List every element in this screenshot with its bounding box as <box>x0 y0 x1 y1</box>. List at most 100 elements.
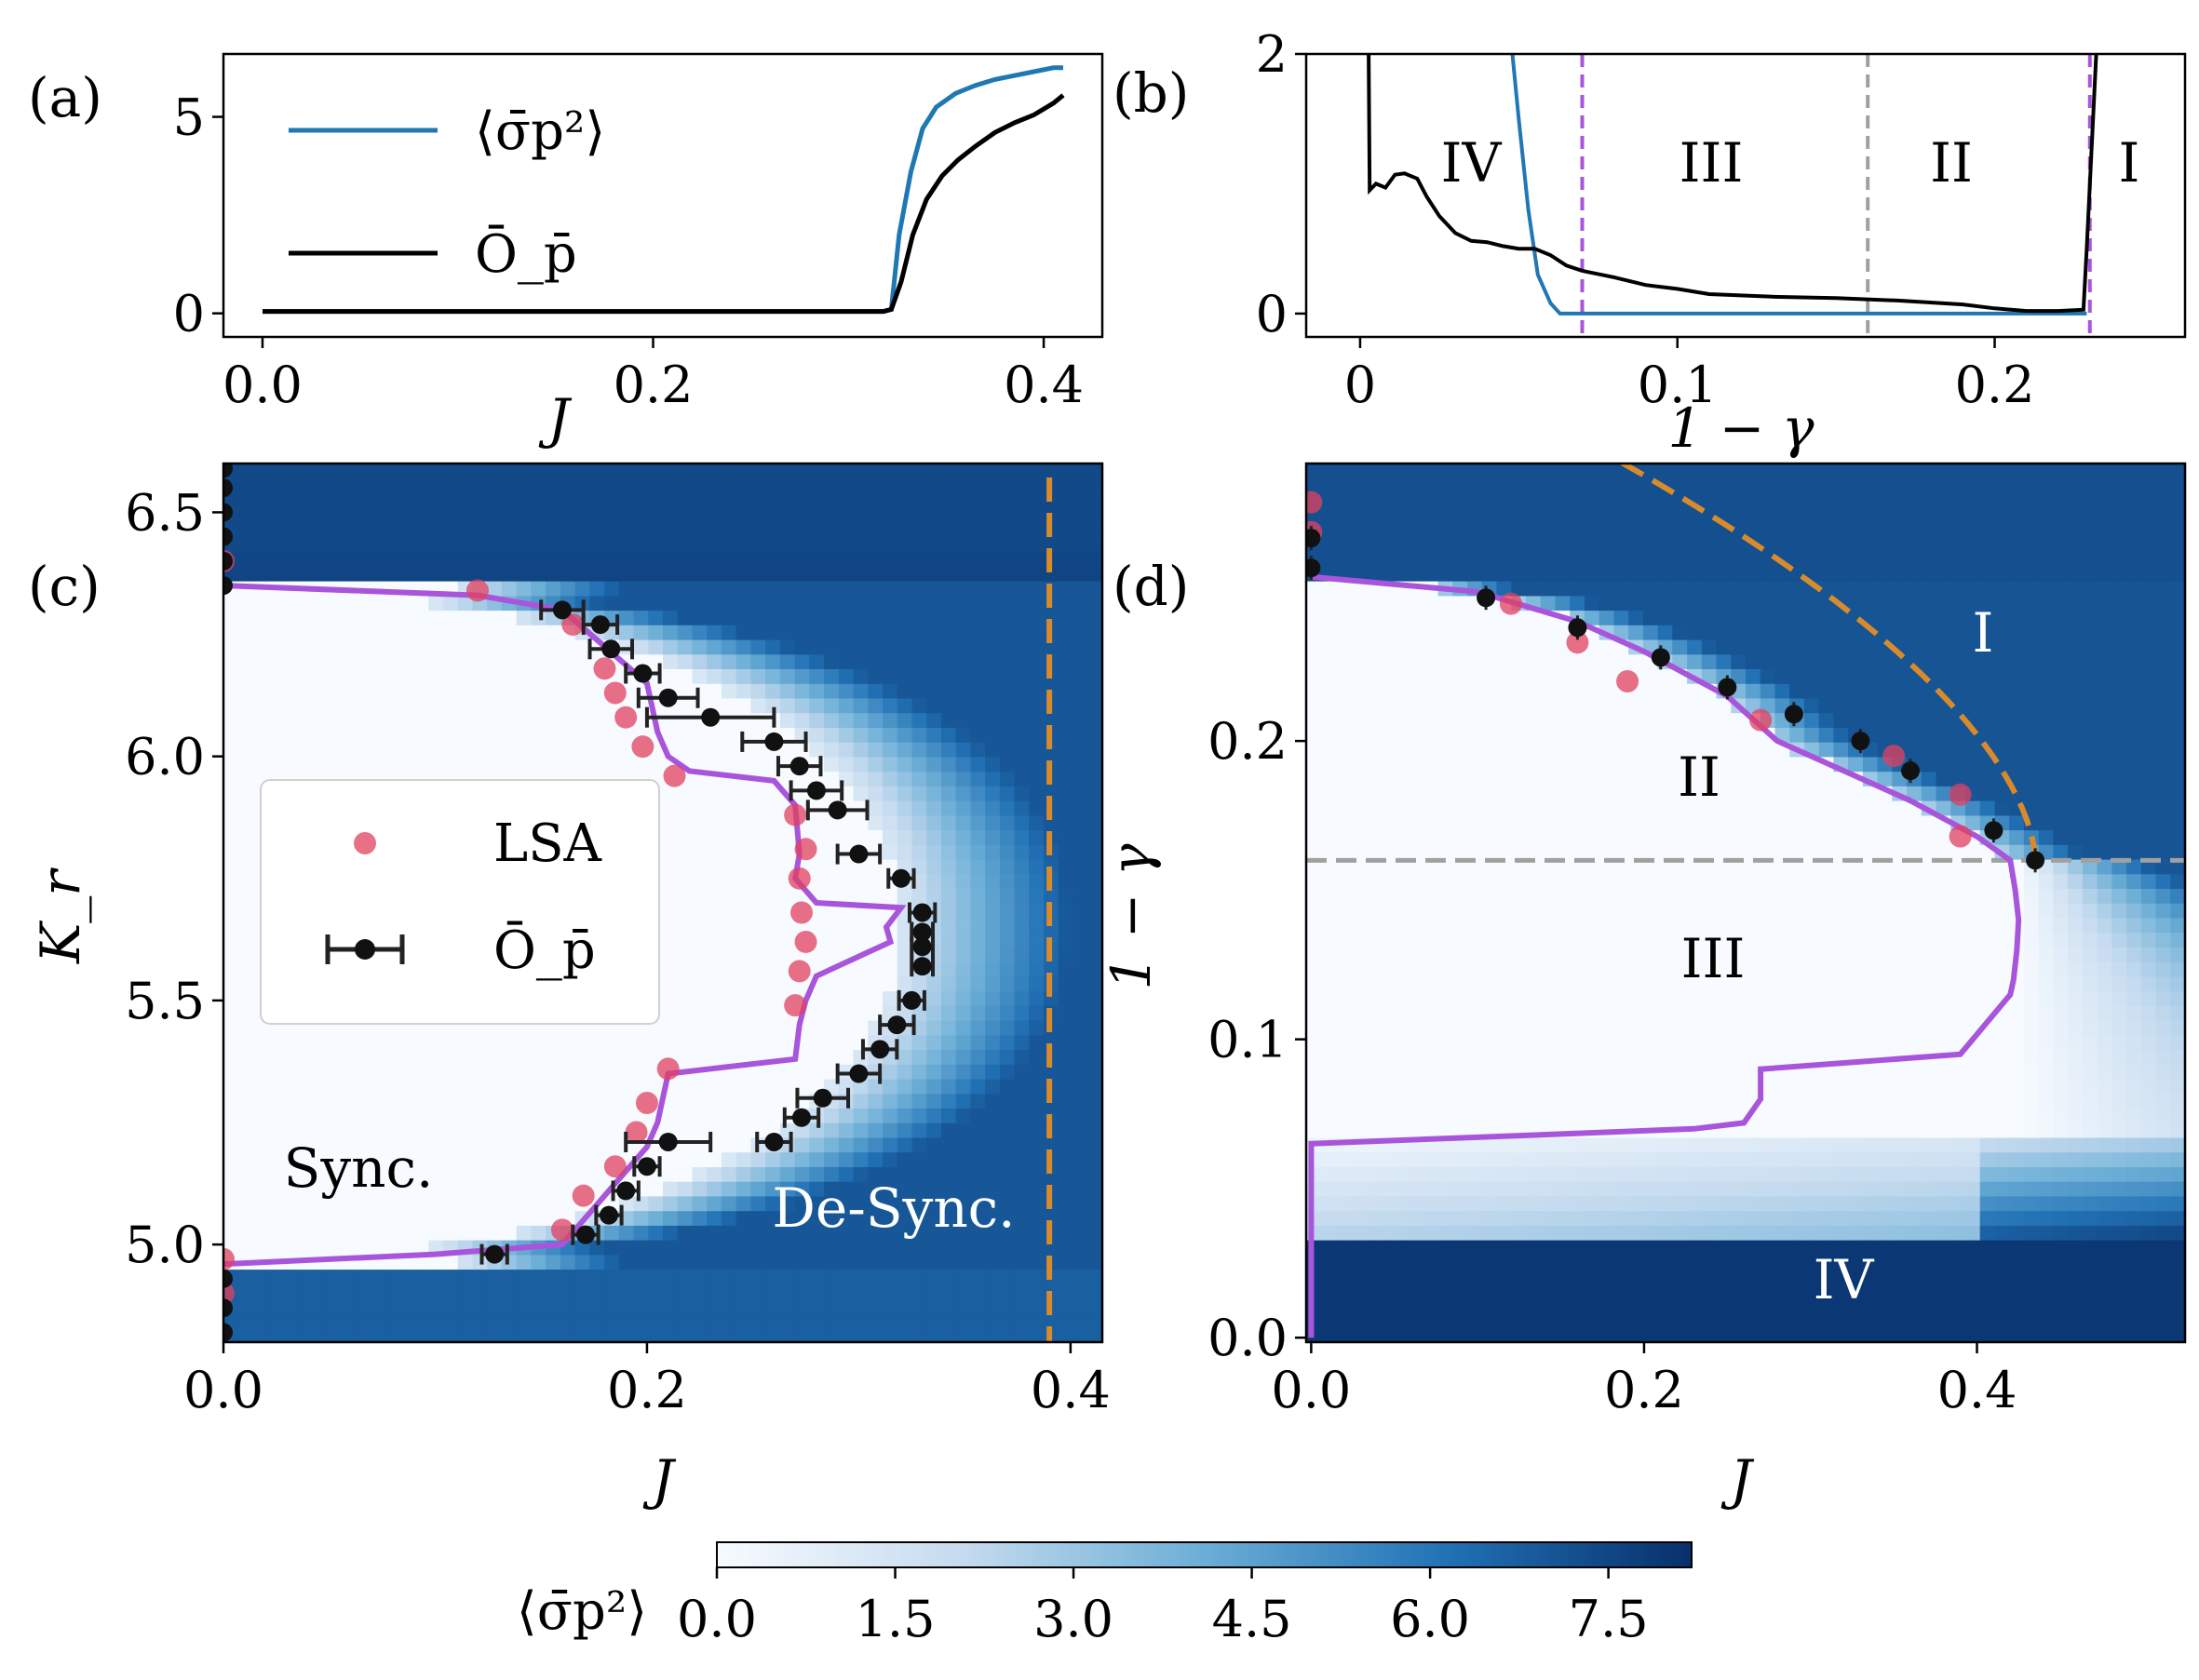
heatmap-cell <box>267 1034 283 1051</box>
heatmap-cell <box>531 1195 546 1212</box>
heatmap-cell <box>633 1254 649 1270</box>
heatmap-cell <box>677 932 694 948</box>
heatmap-cell <box>911 741 927 758</box>
heatmap-cell <box>370 741 385 758</box>
heatmap-cell <box>1452 1064 1468 1080</box>
y-tick-label: 6.5 <box>125 483 205 542</box>
heatmap-cell <box>2170 1093 2185 1109</box>
heatmap-cell <box>1599 1195 1615 1212</box>
heatmap-cell <box>487 1034 503 1051</box>
heatmap-cell <box>501 1327 518 1342</box>
heatmap-cell <box>2126 1180 2142 1197</box>
heatmap-cell <box>252 1166 268 1182</box>
heatmap-cell <box>311 464 327 479</box>
heatmap-cell <box>2053 1151 2069 1167</box>
heatmap-cell <box>1833 1312 1849 1328</box>
heatmap-cell <box>2111 1225 2127 1241</box>
heatmap-cell <box>1073 521 1088 538</box>
heatmap-cell <box>1570 1108 1585 1123</box>
heatmap-cell <box>501 1210 518 1226</box>
heatmap-cell <box>1716 1327 1732 1342</box>
heatmap-cell <box>809 1210 825 1226</box>
heatmap-cell <box>501 464 518 479</box>
heatmap-cell <box>618 1269 635 1284</box>
heatmap-cell <box>809 990 825 1006</box>
heatmap-cell <box>296 1151 313 1167</box>
heatmap-cell <box>940 638 957 655</box>
heatmap-cell <box>443 477 459 494</box>
heatmap-cell <box>618 1239 635 1256</box>
heatmap-cell <box>1526 1151 1542 1167</box>
heatmap-cell <box>779 492 796 508</box>
order-point <box>912 903 932 922</box>
heatmap-cell <box>516 638 533 655</box>
heatmap-cell <box>2082 1078 2098 1095</box>
heatmap-cell <box>1452 1269 1468 1284</box>
heatmap-cell <box>384 507 400 523</box>
heatmap-cell <box>824 507 840 523</box>
heatmap-cell <box>2111 1195 2127 1212</box>
heatmap-cell <box>2053 1166 2069 1182</box>
heatmap-cell <box>1862 1166 1879 1182</box>
heatmap-cell <box>999 756 1016 773</box>
heatmap-cell <box>2155 1136 2171 1153</box>
heatmap-cell <box>750 536 766 553</box>
heatmap-cell <box>735 536 752 553</box>
heatmap-cell <box>1907 1225 1922 1241</box>
heatmap-cell <box>824 477 840 494</box>
heatmap-cell <box>2009 1284 2025 1299</box>
heatmap-cell <box>487 697 503 714</box>
heatmap-cell <box>779 1093 796 1109</box>
heatmap-cell <box>940 756 957 773</box>
heatmap-cell <box>1731 1239 1747 1256</box>
heatmap-cell <box>2097 1210 2113 1226</box>
heatmap-cell <box>1994 1269 2010 1284</box>
heatmap-cell <box>2038 1180 2055 1197</box>
heatmap-cell <box>1511 1108 1527 1123</box>
heatmap-cell <box>999 786 1016 801</box>
heatmap-cell <box>1058 697 1074 714</box>
heatmap-cell <box>633 464 649 479</box>
heatmap-cell <box>326 1034 342 1051</box>
heatmap-cell <box>1335 1078 1351 1095</box>
heatmap-cell <box>281 1195 298 1212</box>
heatmap-cell <box>940 1297 957 1314</box>
heatmap-cell <box>779 1122 796 1138</box>
heatmap-cell <box>516 1034 533 1051</box>
heatmap-cell <box>1379 1225 1396 1241</box>
heatmap-cell <box>223 1225 239 1241</box>
heatmap-cell <box>633 1049 649 1065</box>
heatmap-cell <box>237 961 254 977</box>
heatmap-cell <box>985 536 1001 553</box>
heatmap-cell <box>1073 653 1088 669</box>
heatmap-cell <box>1029 975 1045 992</box>
heatmap-cell <box>1994 1078 2010 1095</box>
heatmap-cell <box>516 1078 533 1095</box>
heatmap-cell <box>824 727 840 743</box>
heatmap-cell <box>457 1064 474 1080</box>
heatmap-cell <box>970 683 986 699</box>
heatmap-cell <box>2126 1284 2142 1299</box>
heatmap-cell <box>1014 625 1031 640</box>
heatmap-cell <box>955 756 972 773</box>
heatmap-cell <box>1936 1151 1951 1167</box>
heatmap-cell <box>940 917 957 934</box>
heatmap-cell <box>1511 1210 1527 1226</box>
heatmap-cell <box>1907 1136 1922 1153</box>
heatmap-cell <box>237 536 254 553</box>
heatmap-cell <box>2053 1180 2069 1197</box>
heatmap-cell <box>1818 1269 1835 1284</box>
heatmap-cell <box>1979 1327 1996 1342</box>
heatmap-cell <box>1818 1064 1835 1080</box>
heatmap-cell <box>955 566 972 582</box>
heatmap-cell <box>1892 1078 1908 1095</box>
heatmap-cell <box>237 800 254 816</box>
heatmap-cell <box>1029 712 1045 728</box>
heatmap-cell <box>897 844 913 860</box>
heatmap-cell <box>1073 873 1088 889</box>
heatmap-cell <box>516 1225 533 1241</box>
heatmap-cell <box>838 464 855 479</box>
heatmap-cell <box>223 683 239 699</box>
heatmap-cell <box>853 1210 869 1226</box>
heatmap-cell <box>1921 1327 1937 1342</box>
